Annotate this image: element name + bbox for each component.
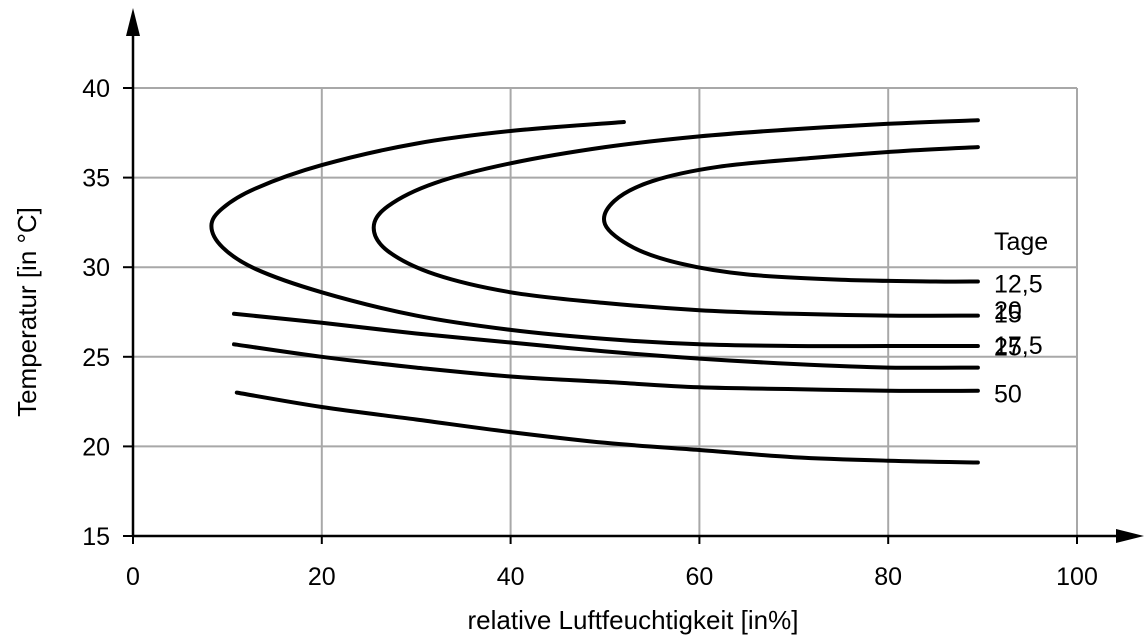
x-tick-label: 80 — [874, 563, 902, 591]
axes — [123, 8, 1144, 544]
curve-label-1: 12,5 — [994, 271, 1043, 299]
curve-labels: Tage 12,515 17,5 20 25 50 — [994, 228, 1048, 409]
x-tick-label: 100 — [1056, 563, 1098, 591]
curve-5 — [232, 342, 980, 393]
curve-label-5: 25 — [994, 333, 1022, 361]
x-tick-label: 0 — [126, 563, 140, 591]
curve-6 — [234, 390, 980, 465]
x-tick-label: 60 — [685, 563, 713, 591]
y-tick-label: 25 — [82, 344, 110, 372]
y-tick-label: 20 — [82, 433, 110, 461]
y-axis-title: Temperatur [in °C] — [12, 207, 42, 417]
curve-label-6: 50 — [994, 381, 1022, 409]
curve-label-3: 17,5 — [994, 332, 1043, 360]
curve-4 — [232, 311, 980, 370]
y-tick-label: 40 — [82, 75, 110, 103]
grid — [133, 87, 1078, 536]
curve-label-4: 20 — [994, 297, 1022, 325]
x-tick-label: 40 — [497, 563, 525, 591]
x-tick-label: 20 — [308, 563, 336, 591]
y-tick-label: 30 — [82, 254, 110, 282]
y-tick-label: 35 — [82, 165, 110, 193]
y-tick-label: 15 — [82, 523, 110, 551]
curves — [209, 118, 980, 465]
y-axis-arrow — [126, 8, 140, 36]
curve-2 — [371, 118, 980, 318]
curve-1 — [602, 145, 980, 284]
curve-3 — [209, 120, 980, 349]
x-axis-title: relative Luftfeuchtigkeit [in%] — [468, 605, 799, 635]
legend-title: Tage — [994, 228, 1048, 256]
curve-label-2: 15 — [994, 301, 1022, 329]
x-axis-arrow — [1116, 529, 1144, 543]
